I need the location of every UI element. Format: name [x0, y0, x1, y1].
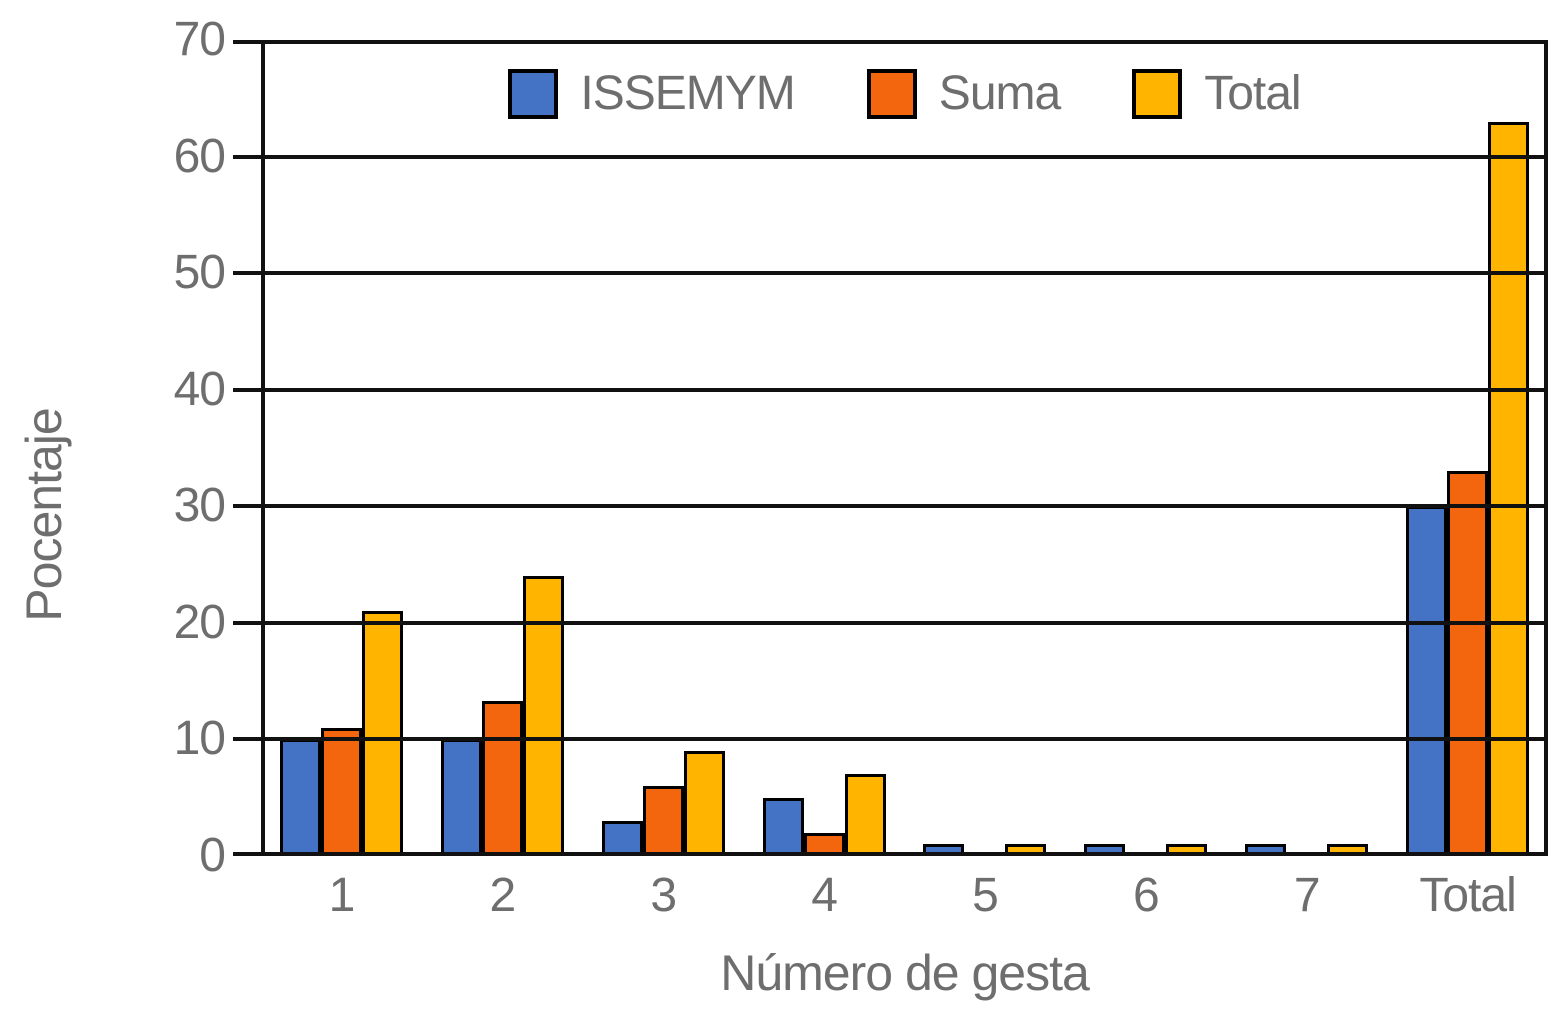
bar-group-7: [1226, 40, 1387, 856]
legend-label-total: Total: [1204, 67, 1301, 120]
gridline-70: [261, 40, 1548, 44]
bar-issemym-4: [762, 797, 804, 856]
y-tick-label-0: 0: [199, 829, 226, 882]
bar-slot: [361, 611, 403, 856]
plot-area: ISSEMYM Suma Total: [233, 40, 1548, 856]
legend-swatch-total: [1132, 68, 1183, 119]
bar-issemym-Total: [1406, 506, 1448, 856]
bar-total-3: [683, 751, 725, 856]
y-tick-60: [233, 154, 261, 159]
y-tick-label-40: 40: [173, 362, 226, 416]
legend-label-issemym: ISSEMYM: [580, 67, 795, 120]
bar-issemym-1: [279, 739, 321, 856]
bar-groups: [261, 40, 1548, 856]
bar-total-Total: [1488, 121, 1530, 856]
bar-slot: [440, 739, 482, 856]
y-tick-10: [233, 737, 261, 742]
x-tick-label-3: 3: [650, 869, 677, 922]
bar-issemym-2: [440, 739, 482, 856]
x-tick-label-Total: Total: [1419, 869, 1516, 922]
bar-slot: [762, 797, 804, 856]
legend: ISSEMYM Suma Total: [261, 66, 1548, 121]
x-tick-label-4: 4: [811, 869, 838, 922]
y-tick-50: [233, 271, 261, 276]
bar-suma-1: [320, 727, 362, 856]
y-tick-40: [233, 387, 261, 392]
bar-issemym-3: [601, 821, 643, 856]
x-tick-label-7: 7: [1293, 869, 1321, 922]
y-tick-70: [233, 40, 261, 44]
x-tick-label-2: 2: [489, 869, 516, 922]
y-tick-label-30: 30: [173, 479, 226, 533]
bar-slot: [481, 700, 523, 856]
y-tick-30: [233, 504, 261, 509]
gridline-60: [261, 154, 1548, 159]
x-tick-label-1: 1: [328, 869, 356, 922]
gridline-20: [261, 620, 1548, 625]
bar-group-3: [583, 40, 744, 856]
bar-slot: [642, 786, 684, 856]
gridline-50: [261, 271, 1548, 276]
x-tick-label-5: 5: [972, 869, 999, 922]
y-axis-line: [261, 40, 265, 856]
y-tick-0: [233, 852, 261, 856]
bar-slot: [683, 751, 725, 856]
y-tick-label-70: 70: [173, 13, 226, 66]
bar-slot: [279, 739, 321, 856]
bar-slot: [1447, 471, 1489, 856]
gridline-40: [261, 387, 1548, 392]
legend-item-issemym: ISSEMYM: [508, 66, 796, 121]
legend-swatch-issemym: [508, 68, 559, 119]
y-tick-20: [233, 620, 261, 625]
bar-group-2: [422, 40, 583, 856]
bar-group-4: [744, 40, 905, 856]
bar-group-5: [905, 40, 1066, 856]
gridline-10: [261, 737, 1548, 742]
y-tick-label-10: 10: [173, 712, 226, 766]
legend-item-total: Total: [1132, 66, 1302, 121]
bar-total-2: [522, 576, 564, 856]
bar-slot: [1406, 506, 1448, 856]
bar-slot: [601, 821, 643, 856]
bar-total-1: [361, 611, 403, 856]
plot-right-border: [1544, 40, 1548, 856]
bar-total-4: [844, 774, 886, 856]
gridline-30: [261, 504, 1548, 509]
x-axis-title: Número de gesta: [720, 945, 1090, 1001]
bar-slot: [1488, 121, 1530, 856]
legend-swatch-suma: [866, 68, 917, 119]
bar-group-1: [261, 40, 422, 856]
bar-suma-2: [481, 700, 523, 856]
legend-item-suma: Suma: [866, 66, 1061, 121]
bar-slot: [522, 576, 564, 856]
bar-slot: [844, 774, 886, 856]
bar-suma-Total: [1447, 471, 1489, 856]
bar-suma-3: [642, 786, 684, 856]
x-axis-line: [261, 852, 1548, 856]
bar-slot: [320, 727, 362, 856]
y-tick-label-50: 50: [173, 246, 226, 300]
y-tick-label-20: 20: [173, 595, 226, 649]
bar-group-Total: [1387, 40, 1548, 856]
y-tick-label-60: 60: [173, 129, 226, 183]
legend-label-suma: Suma: [938, 67, 1061, 120]
bar-group-6: [1065, 40, 1226, 856]
x-tick-label-6: 6: [1132, 869, 1160, 922]
